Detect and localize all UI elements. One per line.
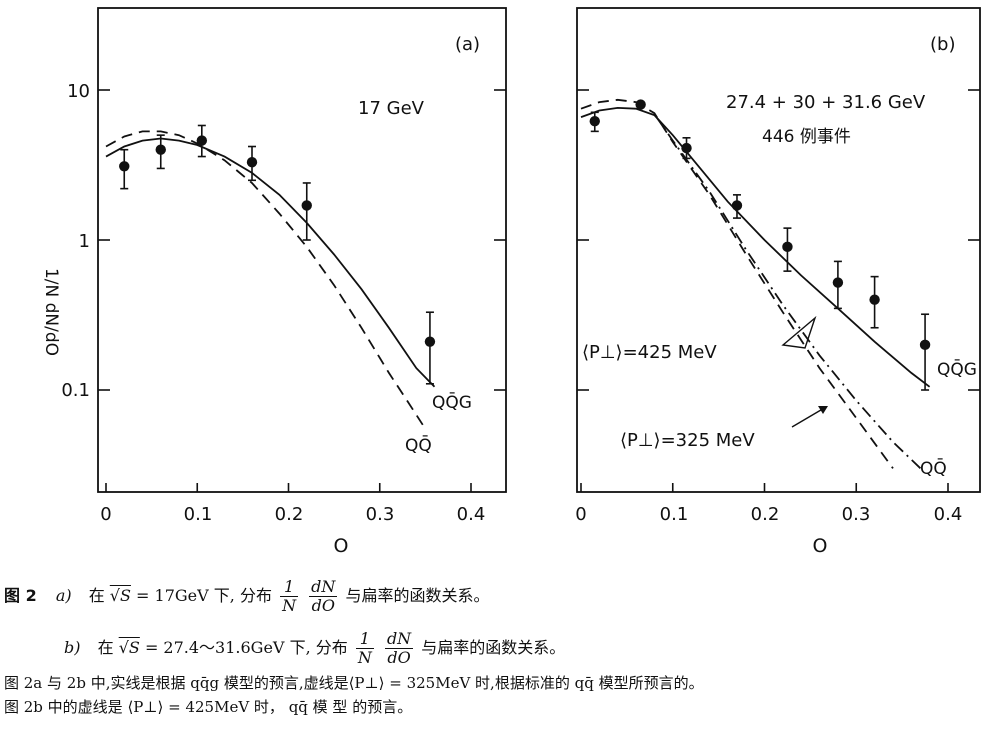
a-xtick-0: 0 bbox=[100, 504, 111, 525]
caption-b-post: 与扁率的函数关系。 bbox=[421, 638, 566, 657]
p325-arrowhead bbox=[818, 406, 828, 414]
caption-b-frac2-num: dN bbox=[384, 629, 414, 649]
panel-b-curves bbox=[580, 98, 931, 470]
a-curve-dashed bbox=[105, 130, 427, 430]
panel-b-points bbox=[589, 99, 931, 391]
a-ytick-0.1: 0.1 bbox=[61, 380, 90, 401]
b-xlabel: O bbox=[813, 535, 828, 557]
panel-b-ticks bbox=[577, 89, 980, 492]
panel-b-qq-label: QQ̄ bbox=[920, 457, 947, 479]
panel-a-qqg-label: QQ̄G bbox=[432, 391, 472, 413]
a-data-point-4 bbox=[301, 200, 312, 211]
figure-number: 图 2 bbox=[4, 586, 37, 605]
panel-b-p325-label: ⟨P⊥⟩=325 MeV bbox=[620, 430, 755, 451]
b-data-point-2 bbox=[681, 142, 692, 154]
panel-a-points bbox=[119, 124, 436, 385]
caption-b-frac1-den: N bbox=[357, 648, 372, 667]
caption-note-1: 图 2a 与 2b 中,实线是根据 qq̄g 模型的预言,虚线是⟨P⊥⟩ = 3… bbox=[4, 674, 704, 692]
panel-a-curves bbox=[105, 130, 436, 430]
panel-b-frame bbox=[576, 7, 981, 493]
b-data-point-4 bbox=[782, 241, 793, 253]
b-xtick-4: 0.4 bbox=[934, 504, 963, 525]
caption-a-frac1-num: 1 bbox=[280, 578, 299, 597]
panel-b-events: 446 例事件 bbox=[762, 127, 851, 147]
caption-a-post: 与扁率的函数关系。 bbox=[345, 586, 490, 605]
panel-b-p425-label: ⟨P⊥⟩=425 MeV bbox=[582, 342, 717, 363]
caption-a-energy: = 17GeV 下, 分布 bbox=[136, 586, 272, 605]
a-data-point-2 bbox=[196, 135, 208, 146]
a-xtick-4: 0.4 bbox=[457, 504, 486, 525]
b-curve-dashed bbox=[580, 98, 894, 469]
panel-a-qq-label: QQ̄ bbox=[405, 434, 432, 456]
b-xtick-1: 0.1 bbox=[660, 504, 689, 525]
caption-a-pre: 在 bbox=[88, 586, 105, 605]
a-xlabel: O bbox=[334, 535, 349, 557]
caption-b-frac2: dN dO bbox=[384, 629, 414, 667]
panel-a: (a) 17 GeV QQ̄G QQ̄ 0 0.1 0.2 0.3 0.4 10… bbox=[61, 7, 507, 557]
p425-arrow bbox=[781, 315, 817, 349]
caption-note-2: 图 2b 中的虚线是 ⟨P⊥⟩ = 425MeV 时， qq̄ 模 型 的预言。 bbox=[4, 698, 413, 716]
b-data-point-3 bbox=[731, 200, 743, 211]
caption-a-frac2-den: dO bbox=[311, 596, 335, 615]
caption-b-pre: 在 bbox=[97, 638, 114, 657]
y-axis-label: 1/N dN/dO bbox=[41, 268, 61, 356]
a-data-point-0 bbox=[119, 161, 130, 172]
b-data-point-7 bbox=[919, 339, 931, 351]
a-ytick-10: 10 bbox=[67, 81, 90, 102]
panel-b-label: (b) bbox=[930, 34, 955, 55]
b-curve-solid bbox=[580, 106, 931, 388]
a-data-point-3 bbox=[246, 157, 258, 168]
caption-a-frac1-den: N bbox=[282, 596, 297, 615]
b-curve-dashdot bbox=[653, 113, 922, 470]
caption-b-frac1-num: 1 bbox=[355, 630, 374, 649]
caption-a-label: a) bbox=[55, 586, 72, 605]
a-data-point-5 bbox=[424, 336, 436, 347]
b-data-point-5 bbox=[832, 277, 844, 288]
panel-a-frame bbox=[97, 7, 507, 493]
b-xtick-3: 0.3 bbox=[842, 504, 871, 525]
panel-a-label: (a) bbox=[455, 34, 480, 55]
a-xtick-2: 0.2 bbox=[275, 504, 304, 525]
b-data-point-0 bbox=[589, 115, 600, 127]
panel-b-qqg-label: QQ̄G bbox=[937, 358, 977, 380]
panel-b-energy: 27.4 + 30 + 31.6 GeV bbox=[726, 92, 926, 113]
panel-b: (b) 27.4 + 30 + 31.6 GeV 446 例事件 QQ̄G QQ… bbox=[575, 7, 981, 557]
a-curve-solid bbox=[105, 137, 436, 388]
b-data-point-6 bbox=[869, 294, 880, 305]
caption-b-frac2-den: dO bbox=[387, 648, 411, 667]
panel-a-energy: 17 GeV bbox=[358, 98, 425, 119]
caption-a-frac2-num: dN bbox=[309, 577, 338, 597]
b-xtick-2: 0.2 bbox=[751, 504, 780, 525]
a-xtick-1: 0.1 bbox=[184, 504, 213, 525]
caption-b-label: b) bbox=[64, 638, 81, 657]
panel-a-ticks bbox=[98, 89, 506, 492]
a-data-point-1 bbox=[155, 144, 166, 155]
a-xtick-3: 0.3 bbox=[366, 504, 395, 525]
a-ytick-1: 1 bbox=[79, 231, 90, 252]
caption-a-frac2: dN dO bbox=[309, 577, 338, 615]
caption-b-energy: = 27.4～31.6GeV 下, 分布 bbox=[144, 638, 348, 657]
b-xtick-0: 0 bbox=[575, 504, 586, 525]
caption-b-sqrt: √S bbox=[118, 638, 140, 657]
figure: (a) 17 GeV QQ̄G QQ̄ 0 0.1 0.2 0.3 0.4 10… bbox=[41, 7, 981, 557]
b-data-point-1 bbox=[635, 99, 646, 110]
ylabel-group: 1/N dN/dO bbox=[41, 268, 61, 356]
caption-a-sqrt: √S bbox=[109, 586, 131, 605]
p325-arrow bbox=[791, 406, 827, 428]
